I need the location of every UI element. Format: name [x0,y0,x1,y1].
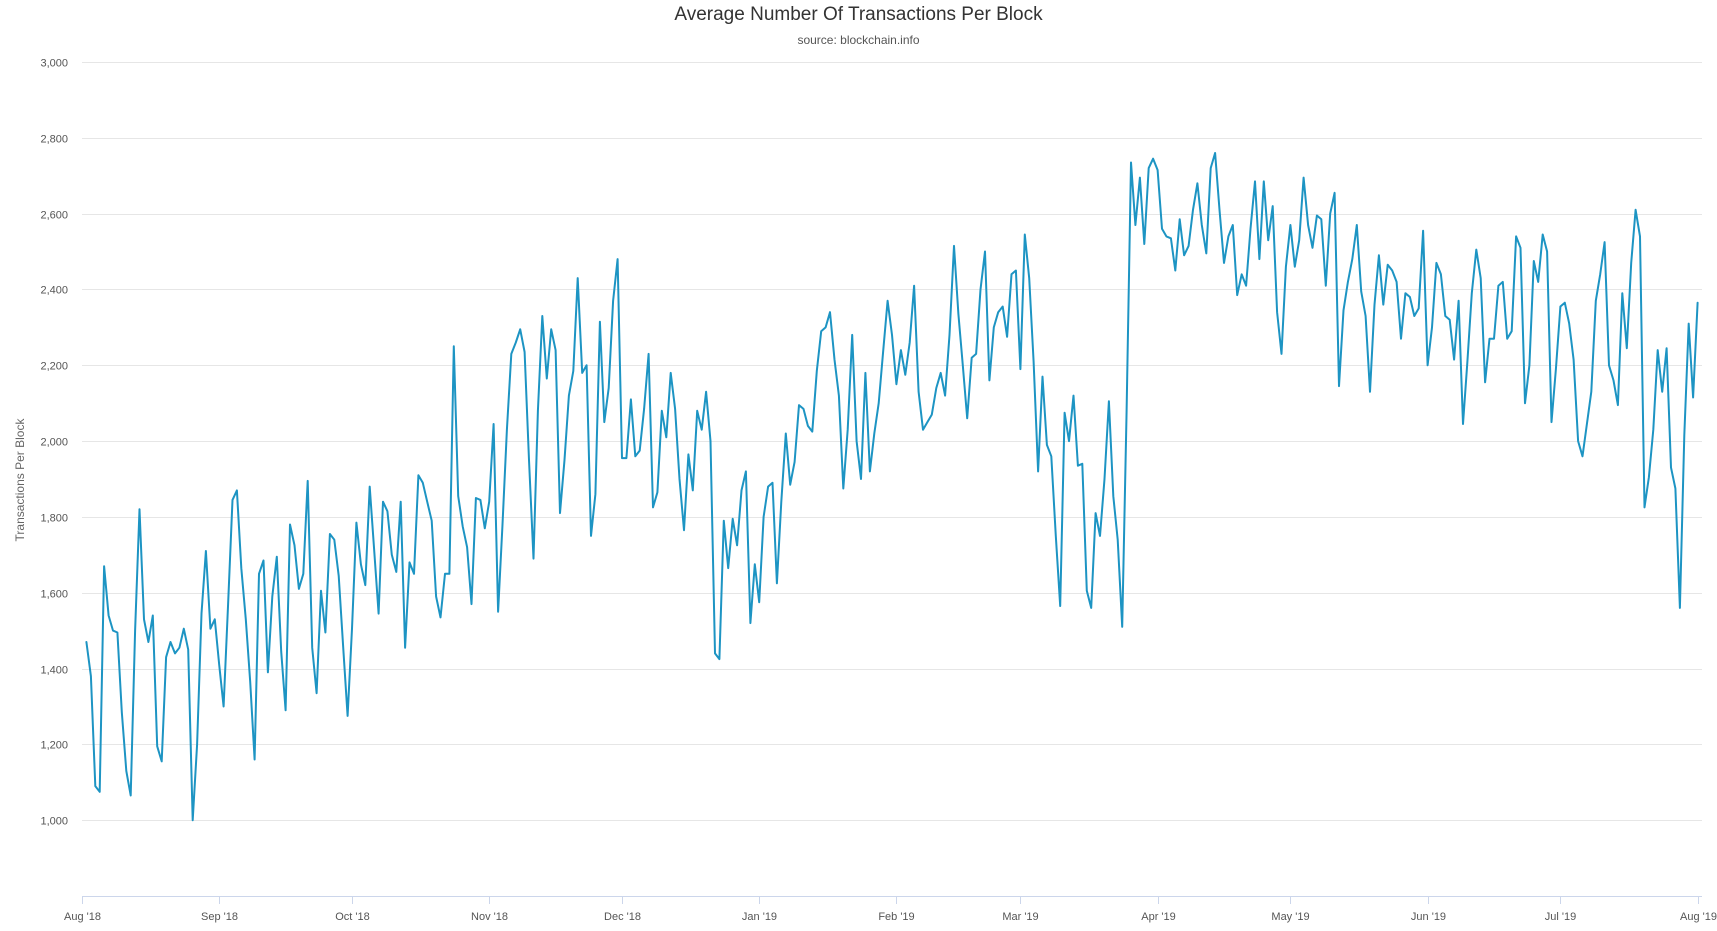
y-tick-label: 3,000 [40,58,68,70]
y-tick-label: 1,600 [40,589,68,601]
y-axis: 1,000 1,200 1,400 1,600 1,800 2,000 2,200 2,400… [40,58,68,828]
y-tick-label: 2,400 [40,285,68,297]
x-tick-label: Jan '19 [742,911,777,923]
y-tick-label: 1,400 [40,665,68,677]
x-tick-label: Nov '18 [471,911,508,923]
x-axis: Aug '18 Sep '18 Oct '18 Nov '18 Dec '18 Jan '… [64,896,1717,923]
x-tick-label: Oct '18 [335,911,370,923]
x-tick-label: Jul '19 [1545,911,1576,923]
x-tick-label: May '19 [1271,911,1309,923]
x-tick-label: Feb '19 [878,911,914,923]
y-tick-label: 2,800 [40,134,68,146]
chart-subtitle: source: blockchain.info [797,33,920,47]
x-tick-label: Aug '19 [1680,911,1717,923]
chart-title: Average Number Of Transactions Per Block [674,4,1043,25]
y-tick-label: 2,200 [40,361,68,373]
x-tick-label: Aug '18 [64,911,101,923]
x-tick-label: Apr '19 [1141,911,1176,923]
y-axis-label: Transactions Per Block [13,418,27,542]
y-tick-label: 1,000 [40,816,68,828]
y-tick-label: 1,800 [40,513,68,525]
y-tick-label: 2,600 [40,210,68,222]
series-line [85,152,1699,822]
series-layer [85,152,1699,822]
y-tick-label: 1,200 [40,740,68,752]
grid-layer [82,62,1702,821]
x-tick-label: Jun '19 [1411,911,1446,923]
x-tick-label: Mar '19 [1002,911,1038,923]
y-tick-label: 2,000 [40,437,68,449]
x-tick-label: Dec '18 [604,911,641,923]
x-tick-label: Sep '18 [201,911,238,923]
